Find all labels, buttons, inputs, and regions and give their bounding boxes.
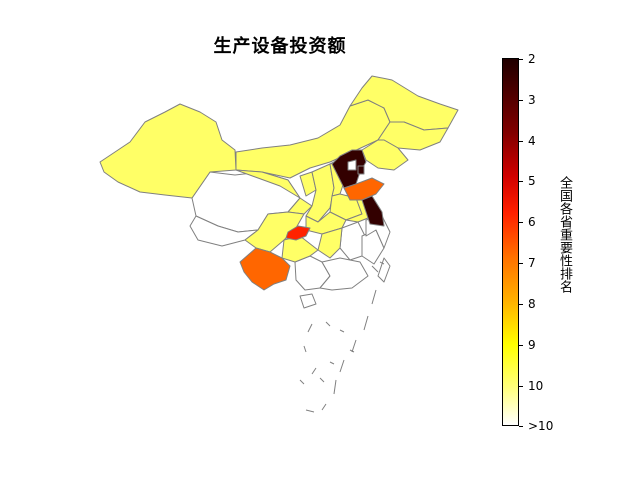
colorbar-tick-label: >10 xyxy=(528,419,554,433)
tick-mark xyxy=(519,100,523,101)
region-beijing xyxy=(347,159,357,171)
colorbar-tick-label: 5 xyxy=(528,174,536,188)
region-yunnan xyxy=(239,247,291,291)
colorbar-tick-label: 4 xyxy=(528,134,536,148)
tick-mark xyxy=(519,304,523,305)
colorbar-tick-label: 6 xyxy=(528,215,536,229)
tick-mark xyxy=(519,181,523,182)
tick-mark xyxy=(519,141,523,142)
colorbar-tick-label: 9 xyxy=(528,338,536,352)
tick-mark xyxy=(519,59,523,60)
tick-mark xyxy=(519,426,523,427)
region-chongqing xyxy=(285,225,311,241)
tick-mark xyxy=(519,263,523,264)
colorbar-tick-label: 2 xyxy=(528,52,536,66)
region-shandong xyxy=(343,177,385,201)
region-jiangsu xyxy=(361,195,385,227)
colorbar-tick-label: 7 xyxy=(528,256,536,270)
colorbar-tick-label: 10 xyxy=(528,379,544,393)
tick-mark xyxy=(519,222,523,223)
region-hunan xyxy=(317,227,343,259)
region-xinjiang xyxy=(99,103,237,199)
region-tianjin xyxy=(357,165,365,175)
map-title: 生产设备投资额 xyxy=(213,36,347,57)
tick-mark xyxy=(519,386,523,387)
region-neimenggu xyxy=(235,99,391,179)
tick-mark xyxy=(519,345,523,346)
south-china-sea-islands xyxy=(299,261,385,413)
region-heilongjiang xyxy=(349,75,459,131)
colorbar-tick-label: 8 xyxy=(528,297,536,311)
colorbar-label: 全国各省重要性排名 xyxy=(557,176,572,293)
region-guangdong xyxy=(319,257,369,291)
region-taiwan xyxy=(377,257,391,283)
region-hainan xyxy=(299,293,317,309)
colorbar-tick-label: 3 xyxy=(528,93,536,107)
colorbar xyxy=(502,58,519,426)
